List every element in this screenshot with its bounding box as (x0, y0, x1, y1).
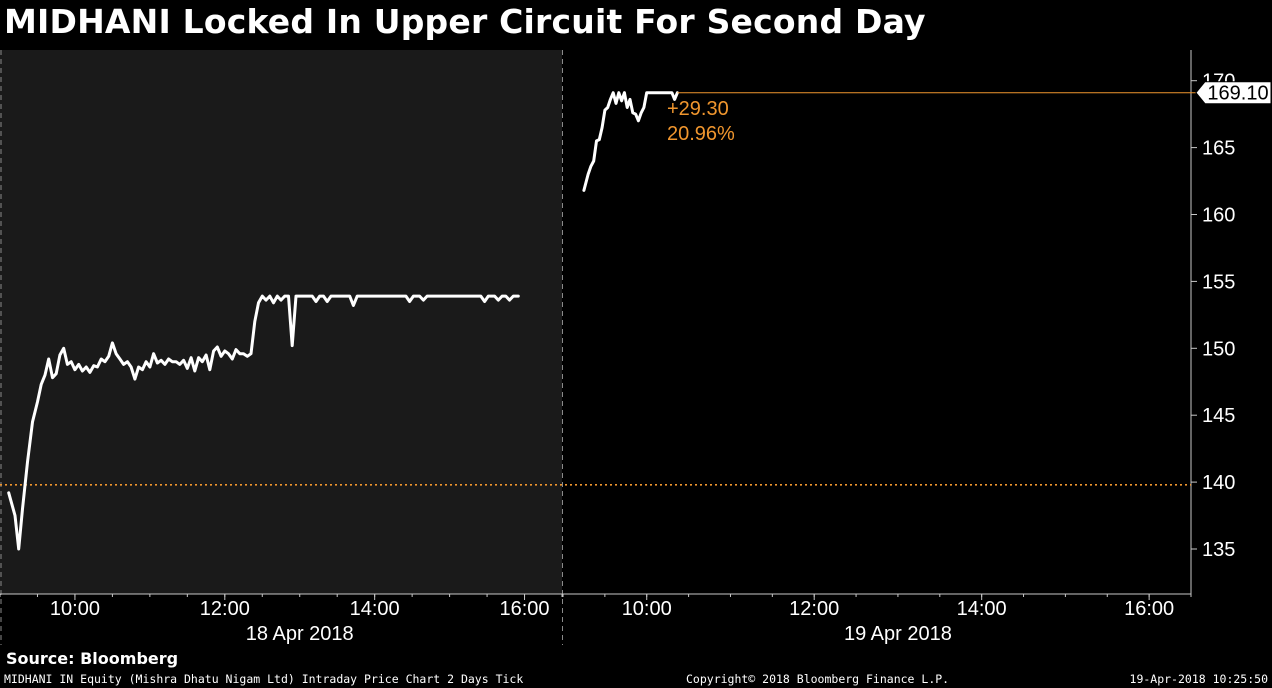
x-tick-label: 14:00 (350, 598, 400, 620)
y-tick-label: 145 (1202, 405, 1235, 427)
x-tick-label: 16:00 (500, 598, 550, 620)
x-tick-label: 12:00 (200, 598, 250, 620)
day-label: 18 Apr 2018 (246, 623, 354, 645)
chart-labels: 169.10 +29.30 20.96% (667, 81, 1272, 145)
price-line-day-2 (582, 91, 679, 192)
x-tick-label: 12:00 (789, 598, 839, 620)
change-absolute: +29.30 (667, 98, 729, 120)
price-series (7, 91, 679, 551)
axes: 13514014515015516016517010:0012:0014:001… (0, 50, 1235, 645)
change-percent: 20.96% (667, 123, 735, 145)
chart-background (0, 50, 562, 594)
y-tick-label: 135 (1202, 539, 1235, 561)
price-line-day-1 (7, 294, 520, 551)
y-tick-label: 160 (1202, 205, 1235, 227)
y-tick-label: 140 (1202, 472, 1235, 494)
day-shade (0, 50, 562, 594)
footer-timestamp: 19-Apr-2018 10:25:50 (1129, 672, 1268, 686)
y-tick-label: 150 (1202, 338, 1235, 360)
footer-copyright: Copyright© 2018 Bloomberg Finance L.P. (686, 672, 950, 686)
x-tick-label: 10:00 (50, 598, 100, 620)
chart-title: MIDHANI Locked In Upper Circuit For Seco… (4, 2, 926, 41)
source-label: Source: Bloomberg (6, 649, 179, 668)
x-tick-label: 14:00 (957, 598, 1007, 620)
x-tick-label: 16:00 (1124, 598, 1174, 620)
day-label: 19 Apr 2018 (844, 623, 952, 645)
last-price-tag (1195, 81, 1272, 105)
y-tick-label: 155 (1202, 271, 1235, 293)
last-price-label: 169.10 (1207, 83, 1268, 105)
y-tick-label: 165 (1202, 138, 1235, 160)
footer-description: MIDHANI IN Equity (Mishra Dhatu Nigam Lt… (4, 672, 524, 686)
x-tick-label: 10:00 (622, 598, 672, 620)
